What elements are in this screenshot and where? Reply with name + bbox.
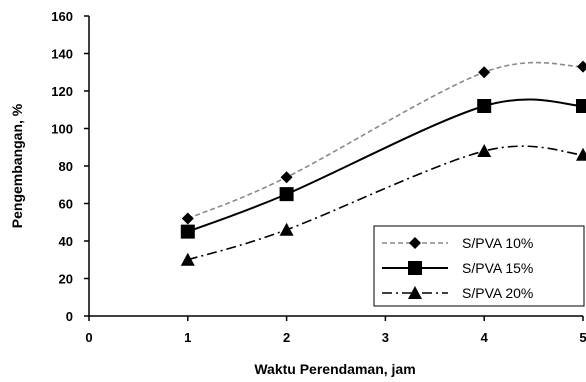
data-point [279, 222, 294, 236]
series-line [187, 98, 584, 233]
series-3 [180, 144, 586, 266]
y-tick-label: 160 [51, 9, 73, 24]
series-line [187, 61, 584, 220]
data-point [279, 187, 294, 202]
x-tick-label: 3 [382, 330, 389, 345]
legend-marker [408, 261, 422, 275]
y-tick-label: 140 [51, 47, 73, 62]
y-tick-label: 0 [66, 309, 73, 324]
y-tick-label: 100 [51, 122, 73, 137]
y-tick-label: 20 [59, 272, 73, 287]
x-tick-label: 2 [283, 330, 290, 345]
legend-label: S/PVA 20% [462, 285, 533, 301]
x-tick-label: 1 [184, 330, 191, 345]
data-point [477, 99, 492, 113]
y-tick-label: 80 [59, 159, 73, 174]
data-point [180, 224, 195, 239]
data-point [576, 147, 586, 161]
x-tick-label: 5 [579, 330, 586, 345]
legend-item: S/PVA 10% [382, 235, 533, 251]
data-point [181, 212, 194, 225]
data-point [280, 171, 293, 184]
series-2 [180, 98, 586, 239]
y-tick-label: 60 [59, 197, 73, 212]
legend-marker [408, 286, 422, 299]
y-axis-title: Pengembangan, % [9, 103, 25, 228]
series-line [187, 145, 584, 261]
legend-item: S/PVA 20% [382, 285, 533, 301]
series-1 [181, 60, 586, 225]
y-tick-label: 40 [59, 234, 73, 249]
data-point [478, 66, 491, 79]
legend-label: S/PVA 15% [462, 260, 533, 276]
legend-marker [409, 237, 421, 249]
data-point [577, 60, 586, 73]
data-point [576, 99, 586, 113]
y-axis-ticks: 0 20 40 60 80 100 120 140 160 [51, 9, 89, 324]
legend-item: S/PVA 15% [382, 260, 533, 276]
data-point [180, 252, 195, 266]
legend-label: S/PVA 10% [462, 235, 533, 251]
x-axis-ticks: 0 1 2 3 4 5 [85, 316, 586, 345]
x-axis-title: Waktu Perendaman, jam [254, 361, 415, 377]
x-tick-label: 0 [85, 330, 92, 345]
data-point [477, 144, 492, 157]
x-tick-label: 4 [481, 330, 489, 345]
legend: S/PVA 10% S/PVA 15% S/PVA 20% [373, 225, 585, 307]
series-layer [180, 60, 586, 266]
y-tick-label: 120 [51, 84, 73, 99]
